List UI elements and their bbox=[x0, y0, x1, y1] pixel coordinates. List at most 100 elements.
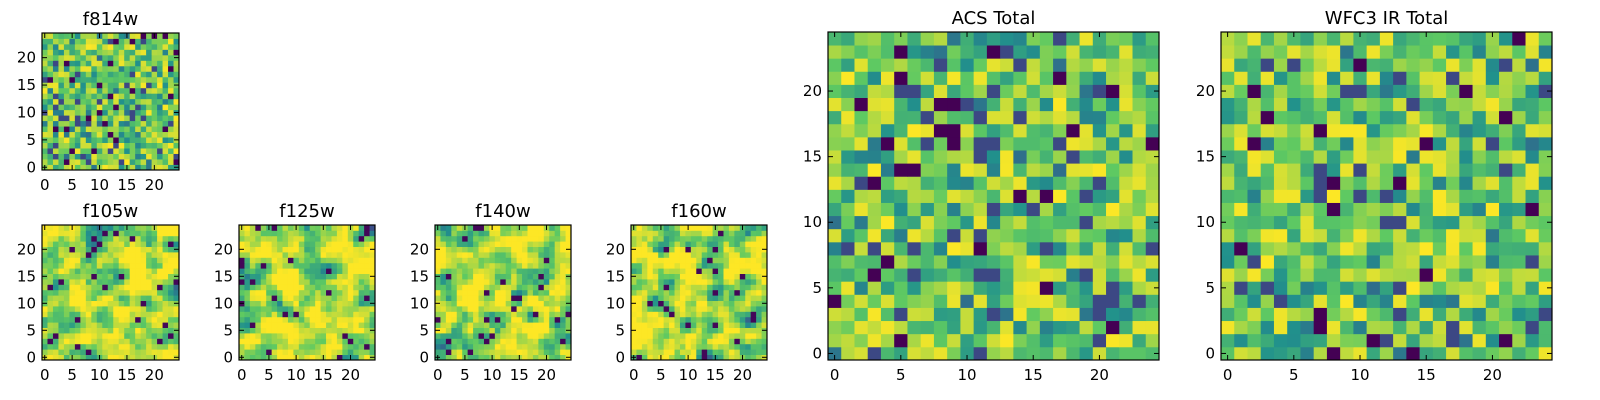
heatmap-cell bbox=[173, 311, 180, 318]
heatmap-cell bbox=[543, 322, 550, 328]
heatmap-cell bbox=[320, 230, 327, 237]
heatmap-cell bbox=[685, 327, 692, 334]
heatmap-cell bbox=[96, 65, 103, 72]
heatmap-cell bbox=[1079, 307, 1094, 322]
heatmap-cell bbox=[157, 257, 163, 264]
heatmap-cell bbox=[1485, 32, 1500, 46]
heatmap-cell bbox=[135, 316, 142, 323]
heatmap-cell bbox=[118, 322, 125, 328]
heatmap-cell bbox=[920, 202, 935, 217]
heatmap-cell bbox=[467, 230, 474, 237]
heatmap-cell bbox=[266, 295, 273, 301]
heatmap-cell bbox=[1432, 202, 1447, 217]
heatmap-cell bbox=[1039, 58, 1054, 72]
heatmap-cell bbox=[157, 49, 163, 56]
heatmap-cell bbox=[47, 295, 54, 301]
heatmap-cell bbox=[102, 159, 109, 165]
heatmap-cell bbox=[58, 300, 65, 307]
heatmap-cell bbox=[1260, 189, 1275, 203]
heatmap-cell bbox=[947, 333, 961, 348]
heatmap-cell bbox=[527, 257, 534, 264]
heatmap-cell bbox=[841, 176, 855, 190]
heatmap-cell bbox=[739, 306, 746, 312]
heatmap-cell bbox=[1287, 189, 1301, 203]
heatmap-cell bbox=[1234, 136, 1248, 151]
heatmap-cell bbox=[129, 316, 136, 323]
heatmap-cell bbox=[80, 142, 87, 149]
heatmap-cell bbox=[960, 97, 975, 112]
heatmap-cell bbox=[129, 98, 136, 105]
heatmap-cell bbox=[1039, 241, 1054, 256]
heatmap-cell bbox=[52, 126, 59, 133]
heatmap-cell bbox=[690, 225, 697, 231]
heatmap-cell bbox=[151, 257, 158, 264]
heatmap-cell bbox=[85, 54, 92, 61]
heatmap-cell bbox=[58, 295, 65, 301]
heatmap-cell bbox=[107, 349, 114, 355]
heatmap-cell bbox=[113, 137, 120, 143]
heatmap-cell bbox=[500, 316, 507, 323]
heatmap-cell bbox=[1340, 163, 1354, 177]
heatmap-cell bbox=[342, 230, 349, 237]
heatmap-cell bbox=[745, 338, 752, 345]
heatmap-cell bbox=[631, 349, 637, 355]
heatmap-cell bbox=[146, 148, 152, 154]
heatmap-cell bbox=[674, 273, 681, 280]
heatmap-cell bbox=[907, 71, 922, 85]
heatmap-cell bbox=[658, 284, 665, 291]
heatmap-cell bbox=[505, 300, 512, 307]
heatmap-cell bbox=[543, 246, 550, 253]
heatmap-cell bbox=[244, 316, 251, 323]
heatmap-cell bbox=[58, 71, 65, 78]
heatmap-cell bbox=[750, 354, 757, 361]
heatmap-cell bbox=[1472, 97, 1487, 112]
heatmap-cell bbox=[271, 246, 278, 253]
heatmap-cell bbox=[336, 300, 343, 307]
heatmap-cell bbox=[63, 126, 70, 133]
heatmap-cell bbox=[636, 311, 643, 318]
heatmap-cell bbox=[663, 225, 670, 231]
heatmap-cell bbox=[718, 349, 724, 355]
heatmap-cell bbox=[1406, 281, 1420, 295]
heatmap-cell bbox=[761, 235, 768, 242]
heatmap-cell bbox=[1092, 189, 1107, 203]
heatmap-cell bbox=[80, 225, 87, 231]
heatmap-cell bbox=[435, 241, 441, 247]
heatmap-cell bbox=[260, 300, 267, 307]
heatmap-cell bbox=[124, 295, 131, 301]
heatmap-cell bbox=[168, 262, 174, 269]
heatmap-cell bbox=[63, 225, 70, 231]
heatmap-cell bbox=[1406, 215, 1420, 230]
heatmap-cell bbox=[1512, 45, 1526, 59]
heatmap-cell bbox=[652, 268, 659, 274]
heatmap-cell bbox=[96, 241, 103, 247]
heatmap-cell bbox=[1079, 241, 1094, 256]
heatmap-cell bbox=[894, 320, 908, 335]
heatmap-cell bbox=[728, 333, 735, 339]
heatmap-cell bbox=[353, 311, 360, 318]
heatmap-cell bbox=[880, 255, 895, 269]
heatmap-cell bbox=[63, 82, 70, 89]
heatmap-cell bbox=[907, 189, 922, 203]
heatmap-cell bbox=[1313, 307, 1328, 322]
heatmap-cell bbox=[532, 257, 539, 264]
heatmap-cell bbox=[69, 43, 76, 50]
x-tick-label: 5 bbox=[264, 366, 274, 384]
heatmap-cell bbox=[244, 343, 251, 350]
heatmap-cell bbox=[505, 279, 512, 285]
heatmap-cell bbox=[652, 262, 659, 269]
heatmap-cell bbox=[244, 354, 251, 361]
heatmap-cell bbox=[58, 354, 65, 361]
heatmap-cell bbox=[146, 164, 152, 171]
heatmap-cell bbox=[244, 262, 251, 269]
heatmap-cell bbox=[369, 262, 376, 269]
heatmap-cell bbox=[96, 126, 103, 133]
heatmap-cell bbox=[140, 306, 147, 312]
heatmap-cell bbox=[641, 252, 648, 258]
heatmap-cell bbox=[478, 262, 485, 269]
heatmap-cell bbox=[162, 246, 169, 253]
heatmap-cell bbox=[473, 235, 479, 242]
heatmap-cell bbox=[85, 241, 92, 247]
heatmap-cell bbox=[304, 343, 311, 350]
x-tick-label: 20 bbox=[537, 366, 556, 384]
